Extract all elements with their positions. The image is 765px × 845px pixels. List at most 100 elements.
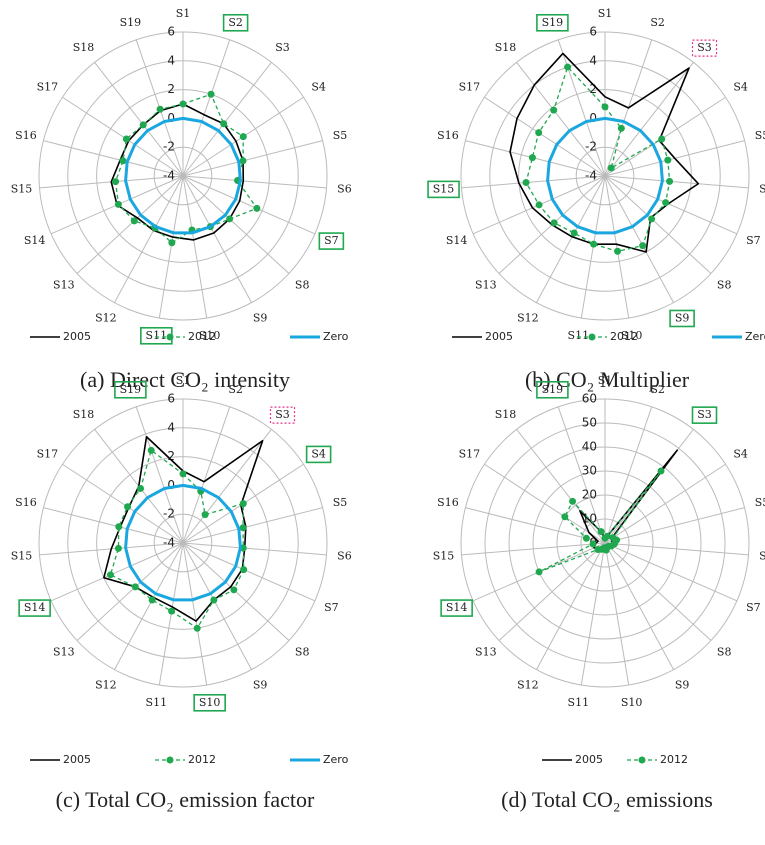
category-label: S9 bbox=[675, 311, 690, 324]
category-label: S12 bbox=[95, 311, 117, 324]
r-tick-label: 4 bbox=[167, 420, 175, 434]
data-point bbox=[112, 178, 120, 186]
spoke bbox=[536, 542, 606, 670]
category-label: S1 bbox=[176, 7, 191, 20]
category-label: S19 bbox=[120, 16, 142, 29]
category-label: S2 bbox=[650, 383, 665, 396]
spoke bbox=[43, 140, 184, 177]
category-label: S15 bbox=[11, 549, 33, 562]
category-label: S13 bbox=[475, 646, 497, 659]
data-point bbox=[168, 607, 176, 615]
spoke bbox=[182, 62, 272, 177]
data-point bbox=[535, 568, 543, 576]
spoke bbox=[604, 175, 712, 274]
category-label: S11 bbox=[568, 696, 590, 709]
data-point bbox=[603, 532, 611, 540]
data-point bbox=[522, 179, 530, 187]
category-label: S6 bbox=[759, 182, 765, 195]
spoke bbox=[182, 175, 252, 303]
spoke bbox=[465, 507, 606, 544]
category-label: S1 bbox=[598, 7, 613, 20]
spoke bbox=[50, 542, 184, 602]
data-point bbox=[122, 135, 130, 143]
spoke bbox=[604, 542, 749, 556]
r-tick-label: -4 bbox=[163, 169, 175, 183]
category-label: S13 bbox=[53, 279, 75, 292]
data-point bbox=[662, 199, 670, 207]
data-point bbox=[666, 177, 674, 185]
legend-marker bbox=[166, 333, 174, 341]
r-tick-label: -4 bbox=[163, 536, 175, 550]
data-point bbox=[210, 596, 218, 604]
category-label: S5 bbox=[755, 129, 765, 142]
r-tick-label: 6 bbox=[167, 25, 175, 39]
category-label: S15 bbox=[11, 182, 33, 195]
r-tick-label: 40 bbox=[582, 440, 597, 454]
category-label: S16 bbox=[437, 129, 459, 142]
data-point bbox=[657, 467, 665, 475]
r-tick-label: 0 bbox=[167, 478, 175, 492]
category-label: S15 bbox=[433, 549, 455, 562]
data-point bbox=[564, 63, 572, 71]
data-point bbox=[561, 513, 569, 521]
category-label: S18 bbox=[73, 41, 95, 54]
legend-label: 2005 bbox=[63, 330, 91, 343]
data-point bbox=[201, 511, 209, 519]
spoke bbox=[604, 542, 630, 686]
spoke bbox=[604, 542, 674, 670]
data-point bbox=[664, 156, 672, 164]
data-point bbox=[115, 523, 123, 531]
category-label: S18 bbox=[495, 408, 517, 421]
series-line bbox=[109, 449, 245, 629]
spoke bbox=[182, 542, 252, 670]
data-point bbox=[148, 596, 156, 604]
data-point bbox=[239, 500, 247, 508]
r-tick-label: 6 bbox=[167, 392, 175, 406]
caption: (c) Total CO₂ emission factor bbox=[56, 787, 315, 812]
category-label: S2 bbox=[228, 16, 243, 29]
category-label: S12 bbox=[517, 311, 539, 324]
r-tick-label: -4 bbox=[585, 169, 597, 183]
data-point bbox=[156, 105, 164, 113]
data-point bbox=[131, 583, 139, 591]
spoke bbox=[604, 429, 694, 544]
data-point bbox=[226, 215, 234, 223]
data-point bbox=[535, 129, 543, 137]
spoke bbox=[604, 175, 749, 189]
series-line bbox=[114, 93, 258, 244]
caption: (b) CO₂ Multiplier bbox=[525, 367, 690, 392]
category-label: S10 bbox=[621, 696, 643, 709]
r-tick-label: 50 bbox=[582, 416, 597, 430]
spoke bbox=[182, 175, 290, 274]
category-label: S8 bbox=[717, 279, 732, 292]
category-label: S8 bbox=[295, 646, 310, 659]
data-point bbox=[550, 219, 558, 227]
caption: (d) Total CO₂ emissions bbox=[501, 787, 713, 812]
category-label: S11 bbox=[146, 696, 168, 709]
data-point bbox=[239, 157, 247, 165]
r-tick-label: -2 bbox=[585, 140, 597, 154]
category-label: S14 bbox=[24, 601, 46, 614]
category-label: S2 bbox=[228, 383, 243, 396]
data-point bbox=[601, 103, 609, 111]
legend-label: 2012 bbox=[188, 330, 216, 343]
category-label: S12 bbox=[95, 678, 117, 691]
highlight-box-green bbox=[193, 693, 226, 712]
r-tick-label: 60 bbox=[582, 392, 597, 406]
series-line bbox=[538, 470, 662, 573]
category-label: S17 bbox=[37, 80, 59, 93]
data-point bbox=[528, 154, 536, 162]
data-point bbox=[535, 201, 543, 209]
highlight-box-green bbox=[318, 232, 345, 250]
spoke bbox=[557, 406, 606, 544]
spoke bbox=[114, 175, 184, 303]
data-point bbox=[597, 528, 605, 536]
category-label: S18 bbox=[73, 408, 95, 421]
spoke bbox=[604, 62, 694, 177]
spoke bbox=[158, 175, 184, 319]
spoke bbox=[604, 507, 745, 544]
data-point bbox=[139, 121, 147, 129]
category-label: S10 bbox=[199, 329, 221, 342]
legend-label: 2012 bbox=[660, 753, 688, 766]
series-line bbox=[525, 66, 671, 252]
